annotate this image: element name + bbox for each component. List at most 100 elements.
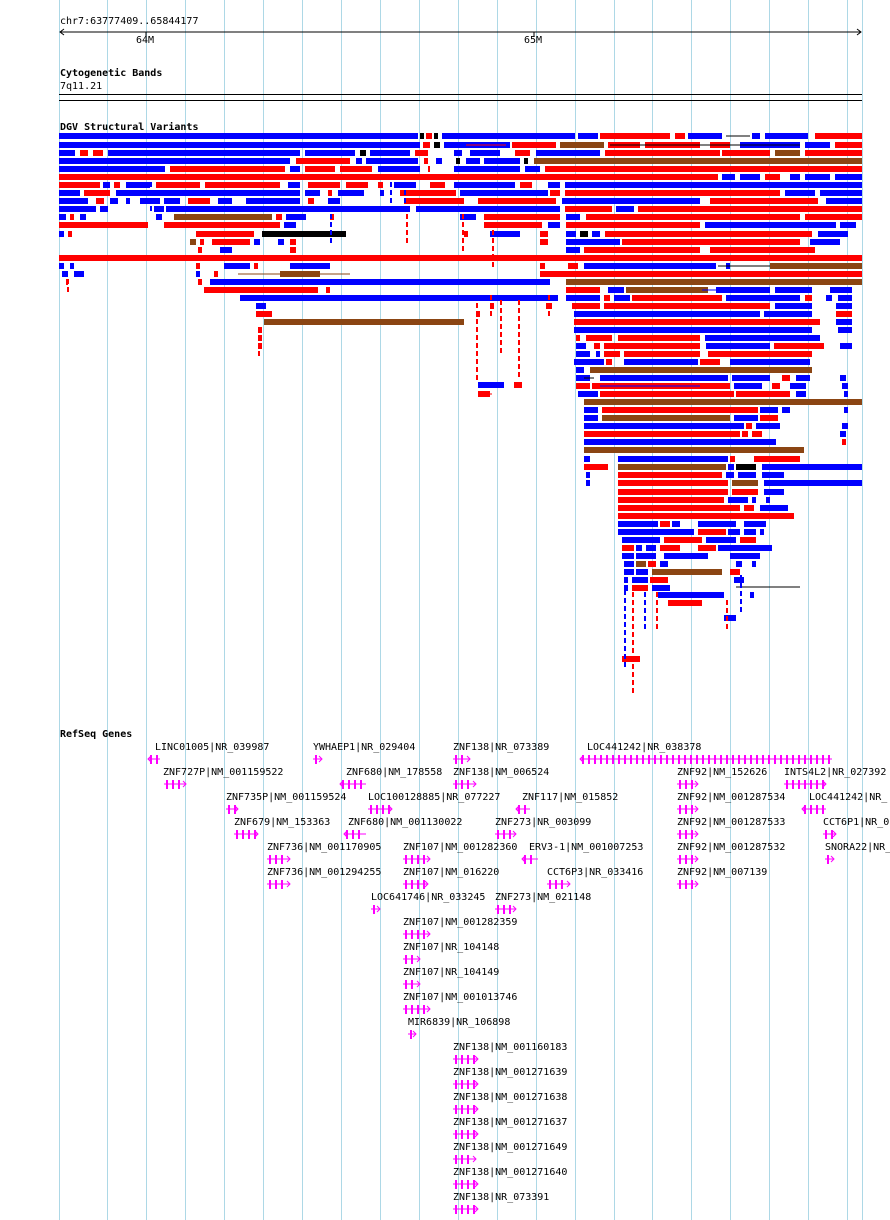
- variant-bar[interactable]: [518, 308, 520, 313]
- gene-glyph[interactable]: [408, 1030, 417, 1039]
- variant-bar[interactable]: [390, 198, 392, 203]
- gene-glyph[interactable]: [371, 905, 381, 914]
- gene-glyph[interactable]: [453, 780, 477, 789]
- variant-bar[interactable]: [110, 198, 118, 204]
- variant-bar[interactable]: [278, 239, 284, 245]
- variant-bar[interactable]: [240, 295, 244, 301]
- variant-bar[interactable]: [462, 238, 464, 243]
- variant-bar[interactable]: [766, 497, 770, 503]
- variant-bar[interactable]: [818, 231, 848, 237]
- gene-glyph[interactable]: [677, 830, 699, 839]
- variant-bar[interactable]: [664, 553, 708, 559]
- variant-bar[interactable]: [360, 150, 366, 156]
- variant-bar[interactable]: [602, 407, 758, 413]
- variant-bar[interactable]: [632, 648, 634, 653]
- gene-glyph[interactable]: [453, 1080, 479, 1089]
- variant-bar[interactable]: [584, 423, 744, 429]
- variant-bar[interactable]: [356, 158, 362, 164]
- variant-bar[interactable]: [500, 308, 502, 313]
- variant-bar[interactable]: [550, 190, 560, 196]
- variant-bar[interactable]: [636, 553, 656, 559]
- variant-bar[interactable]: [632, 688, 634, 693]
- variant-bar[interactable]: [428, 166, 430, 172]
- variant-bar[interactable]: [524, 158, 528, 164]
- variant-bar[interactable]: [423, 142, 430, 148]
- variant-bar[interactable]: [560, 142, 604, 148]
- variant-bar[interactable]: [196, 231, 254, 237]
- variant-bar[interactable]: [578, 391, 598, 397]
- gene-glyph[interactable]: [403, 855, 431, 864]
- variant-bar[interactable]: [726, 472, 734, 478]
- variant-bar[interactable]: [565, 182, 862, 188]
- gene-glyph[interactable]: [403, 955, 421, 964]
- variant-bar[interactable]: [490, 295, 492, 300]
- variant-bar[interactable]: [785, 190, 815, 196]
- variant-bar[interactable]: [518, 340, 520, 345]
- variant-bar[interactable]: [584, 247, 700, 253]
- variant-bar[interactable]: [490, 303, 492, 308]
- variant-bar[interactable]: [614, 295, 630, 301]
- variant-bar[interactable]: [390, 182, 392, 187]
- gene-label[interactable]: LINC01005|NR_039987: [155, 742, 270, 753]
- variant-bar[interactable]: [760, 505, 788, 511]
- variant-bar[interactable]: [644, 616, 646, 621]
- gene-label[interactable]: ZNF92|NM_001287532: [677, 842, 786, 853]
- variant-bar[interactable]: [605, 231, 812, 237]
- variant-bar[interactable]: [462, 214, 464, 219]
- variant-bar[interactable]: [520, 182, 532, 188]
- gene-glyph[interactable]: [453, 1130, 479, 1139]
- variant-bar[interactable]: [196, 263, 200, 269]
- variant-bar[interactable]: [774, 343, 824, 349]
- variant-bar[interactable]: [644, 600, 646, 605]
- variant-bar[interactable]: [770, 263, 862, 269]
- variant-bar[interactable]: [492, 238, 494, 243]
- variant-bar[interactable]: [380, 190, 384, 196]
- variant-bar[interactable]: [586, 472, 590, 478]
- variant-bar[interactable]: [406, 238, 408, 243]
- variant-bar[interactable]: [624, 359, 698, 365]
- variant-bar[interactable]: [404, 206, 406, 211]
- variant-bar[interactable]: [126, 198, 130, 204]
- variant-bar[interactable]: [454, 150, 462, 156]
- variant-bar[interactable]: [608, 287, 624, 293]
- variant-bar[interactable]: [656, 592, 658, 597]
- variant-bar[interactable]: [484, 222, 542, 228]
- variant-bar[interactable]: [462, 246, 464, 251]
- variant-bar[interactable]: [698, 545, 716, 551]
- variant-bar[interactable]: [584, 399, 862, 405]
- variant-bar[interactable]: [93, 150, 103, 156]
- variant-bar[interactable]: [664, 537, 702, 543]
- variant-bar[interactable]: [830, 287, 852, 293]
- variant-bar[interactable]: [540, 239, 548, 245]
- variant-bar[interactable]: [346, 182, 368, 188]
- variant-bar[interactable]: [734, 415, 758, 421]
- variant-bar[interactable]: [790, 174, 800, 180]
- variant-bar[interactable]: [744, 521, 766, 527]
- variant-bar[interactable]: [256, 311, 272, 317]
- variant-bar[interactable]: [736, 464, 756, 470]
- gene-label[interactable]: ZNF736|NM_001294255: [267, 867, 382, 878]
- variant-bar[interactable]: [644, 592, 646, 597]
- variant-bar[interactable]: [584, 263, 716, 269]
- variant-bar[interactable]: [190, 239, 196, 245]
- variant-bar[interactable]: [826, 295, 832, 301]
- gene-glyph[interactable]: [403, 980, 421, 989]
- variant-bar[interactable]: [390, 206, 392, 211]
- variant-bar[interactable]: [290, 239, 296, 245]
- gene-label[interactable]: ZNF138|NM_001271649: [453, 1142, 568, 1153]
- variant-bar[interactable]: [698, 521, 736, 527]
- variant-bar[interactable]: [618, 456, 728, 462]
- variant-bar[interactable]: [706, 343, 770, 349]
- variant-bar[interactable]: [584, 447, 804, 453]
- variant-bar[interactable]: [156, 182, 200, 188]
- variant-bar[interactable]: [466, 158, 480, 164]
- gene-label[interactable]: ZNF138|NM_006524: [453, 767, 550, 778]
- variant-bar[interactable]: [305, 166, 335, 172]
- variant-bar[interactable]: [660, 561, 668, 567]
- variant-bar[interactable]: [730, 359, 810, 365]
- variant-bar[interactable]: [724, 615, 736, 621]
- variant-bar[interactable]: [500, 340, 502, 345]
- gene-label[interactable]: LOC441242|NR_038378: [587, 742, 702, 753]
- variant-bar[interactable]: [658, 592, 724, 598]
- variant-bar[interactable]: [756, 423, 780, 429]
